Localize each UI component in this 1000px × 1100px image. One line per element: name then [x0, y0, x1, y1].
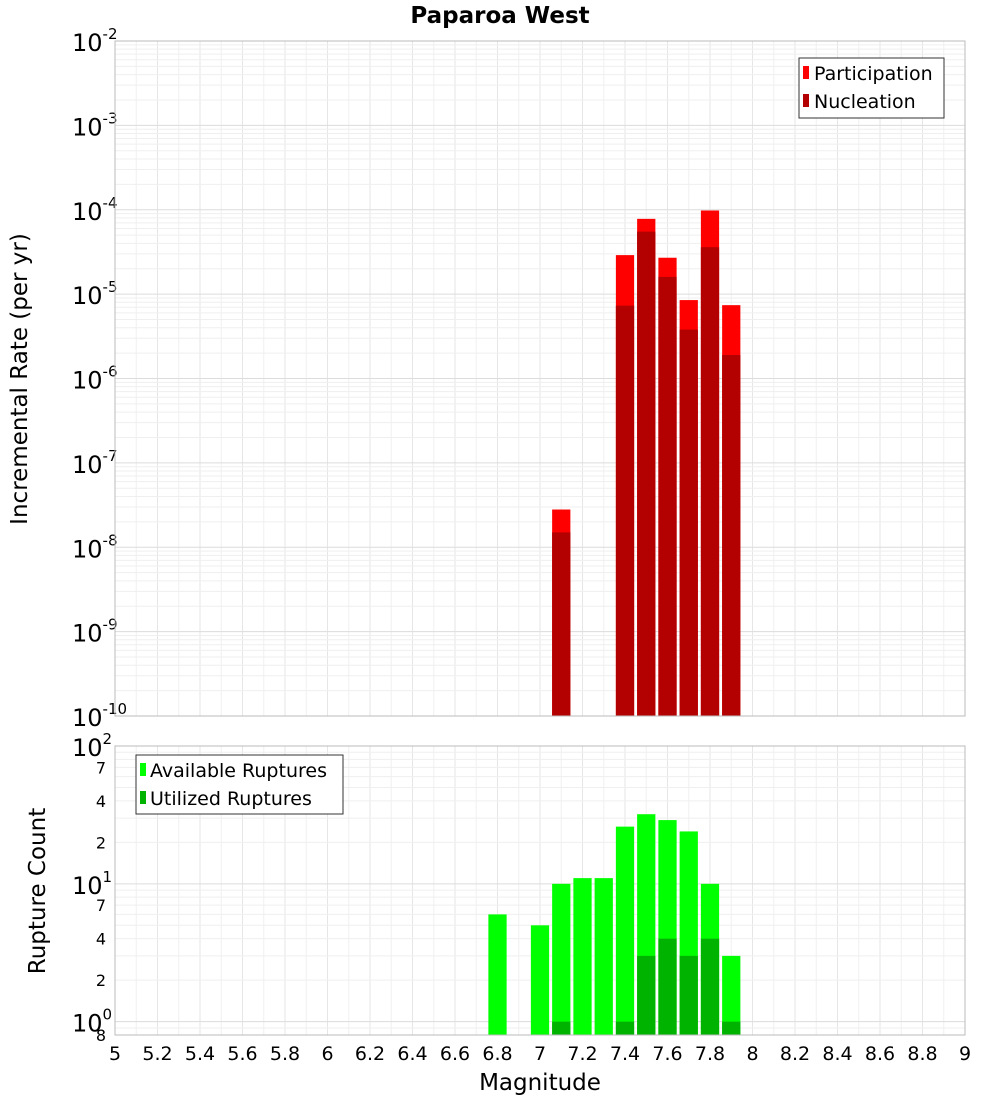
count-y-major-tick-label: 100: [72, 1006, 112, 1038]
count-y-minor-tick-label: 8: [96, 1026, 106, 1045]
count-y-minor-tick-label: 4: [96, 930, 106, 949]
x-tick-label: 5.8: [270, 1043, 300, 1065]
available-bar-6.8: [488, 914, 507, 1035]
count-bars: [488, 814, 741, 1035]
rate-y-tick-label: 10-7: [72, 447, 118, 479]
x-tick-label: 6.4: [397, 1043, 427, 1065]
rate-y-axis-title: Incremental Rate (per yr): [7, 233, 33, 525]
nucleation-bar-7.6: [658, 276, 677, 716]
utilized-legend-swatch: [140, 791, 146, 804]
nucleation-bar-7.1: [552, 532, 571, 716]
rate-y-tick-label: 10-3: [72, 109, 118, 141]
rate-legend-box: [798, 57, 945, 119]
utilized-legend-label: Utilized Ruptures: [150, 788, 312, 810]
x-tick-label: 8.2: [780, 1043, 810, 1065]
nucleation-bar-7.7: [679, 329, 698, 716]
available-legend-label: Available Ruptures: [150, 760, 327, 782]
x-tick-label: 7.2: [567, 1043, 597, 1065]
x-axis-title: Magnitude: [479, 1070, 601, 1096]
available-bar-7.2: [573, 878, 592, 1035]
utilized-bar-7.4: [615, 1021, 635, 1035]
rate-y-tick-label: 10-5: [72, 278, 118, 310]
x-tick-label: 6: [321, 1043, 333, 1065]
utilized-bar-7.5: [637, 955, 656, 1035]
rate-y-tick-label: 10-8: [72, 531, 118, 563]
count-y-axis-title: Rupture Count: [25, 808, 51, 974]
participation-legend-swatch: [803, 66, 809, 79]
available-bar-7.3: [594, 878, 613, 1035]
x-tick-label: 7: [534, 1043, 546, 1065]
count-legend: Available Ruptures Utilized Ruptures: [135, 754, 344, 815]
nucleation-legend-swatch: [803, 94, 809, 107]
utilized-bar-7.7: [679, 955, 698, 1035]
count-y-minor-tick-label: 2: [96, 833, 106, 852]
count-y-ticks: 100 101 102 8 2 4 7 2 4 7: [72, 730, 112, 1045]
x-tick-label: 7.4: [610, 1043, 640, 1065]
count-legend-box: [135, 754, 344, 815]
utilized-bar-7.1: [552, 1021, 571, 1035]
rate-y-tick-label: 10-6: [72, 363, 118, 395]
count-y-minor-tick-label: 4: [96, 792, 106, 811]
count-panel: 100 101 102 8 2 4 7 2 4 7 5 5.2 5.4 5.6 5.8 6 6.2 6.4 6.6…: [25, 730, 971, 1096]
count-y-minor-tick-label: 7: [96, 896, 106, 915]
nucleation-bar-7.9: [722, 354, 741, 716]
count-y-major-tick-label: 101: [72, 868, 112, 900]
x-tick-label: 7.8: [695, 1043, 725, 1065]
available-legend-swatch: [140, 763, 146, 776]
rate-plot-border: [114, 40, 966, 717]
x-tick-label: 8.4: [822, 1043, 852, 1065]
available-bar-7.4: [615, 826, 635, 1035]
x-tick-label: 5.6: [227, 1043, 257, 1065]
x-tick-label: 6.2: [355, 1043, 385, 1065]
nucleation-bar-7.8: [700, 247, 720, 716]
utilized-bar-7.8: [700, 938, 720, 1035]
nucleation-legend-label: Nucleation: [814, 91, 916, 113]
count-plot-border: [114, 745, 966, 1036]
available-bar-7.1: [552, 883, 571, 1035]
x-tick-label: 6.8: [482, 1043, 512, 1065]
nucleation-bar-7.5: [637, 231, 656, 716]
utilized-bar-7.6: [658, 938, 677, 1035]
x-tick-label: 8: [746, 1043, 758, 1065]
available-bar-7.9: [722, 955, 741, 1035]
rate-y-tick-label: 10-9: [72, 616, 118, 648]
participation-legend-label: Participation: [814, 63, 933, 85]
x-tick-label: 7.6: [652, 1043, 682, 1065]
rate-bars: [552, 210, 741, 716]
x-tick-label: 9: [959, 1043, 971, 1065]
rate-y-tick-label: 10-4: [72, 194, 118, 226]
x-tick-label: 5.2: [142, 1043, 172, 1065]
x-tick-label: 6.6: [440, 1043, 470, 1065]
rate-legend: Participation Nucleation: [798, 57, 945, 119]
count-y-major-tick-label: 102: [72, 730, 112, 762]
rate-y-tick-label: 10-2: [72, 25, 118, 57]
chart-title: Paparoa West: [410, 3, 589, 29]
x-tick-label: 5.4: [185, 1043, 215, 1065]
nucleation-bar-7.4: [615, 305, 635, 716]
magnitude-x-ticks: 5 5.2 5.4 5.6 5.8 6 6.2 6.4 6.6 6.8 7 7.2 7.4 7.6 7.8 8…: [109, 1043, 971, 1065]
count-y-minor-tick-label: 7: [96, 758, 106, 777]
utilized-bar-7.9: [722, 1021, 741, 1035]
x-tick-label: 8.6: [865, 1043, 895, 1065]
count-y-minor-tick-label: 2: [96, 971, 106, 990]
available-bar-7: [530, 925, 550, 1035]
rate-gridlines: [114, 41, 966, 717]
x-tick-label: 5: [109, 1043, 121, 1065]
x-tick-label: 8.8: [907, 1043, 937, 1065]
